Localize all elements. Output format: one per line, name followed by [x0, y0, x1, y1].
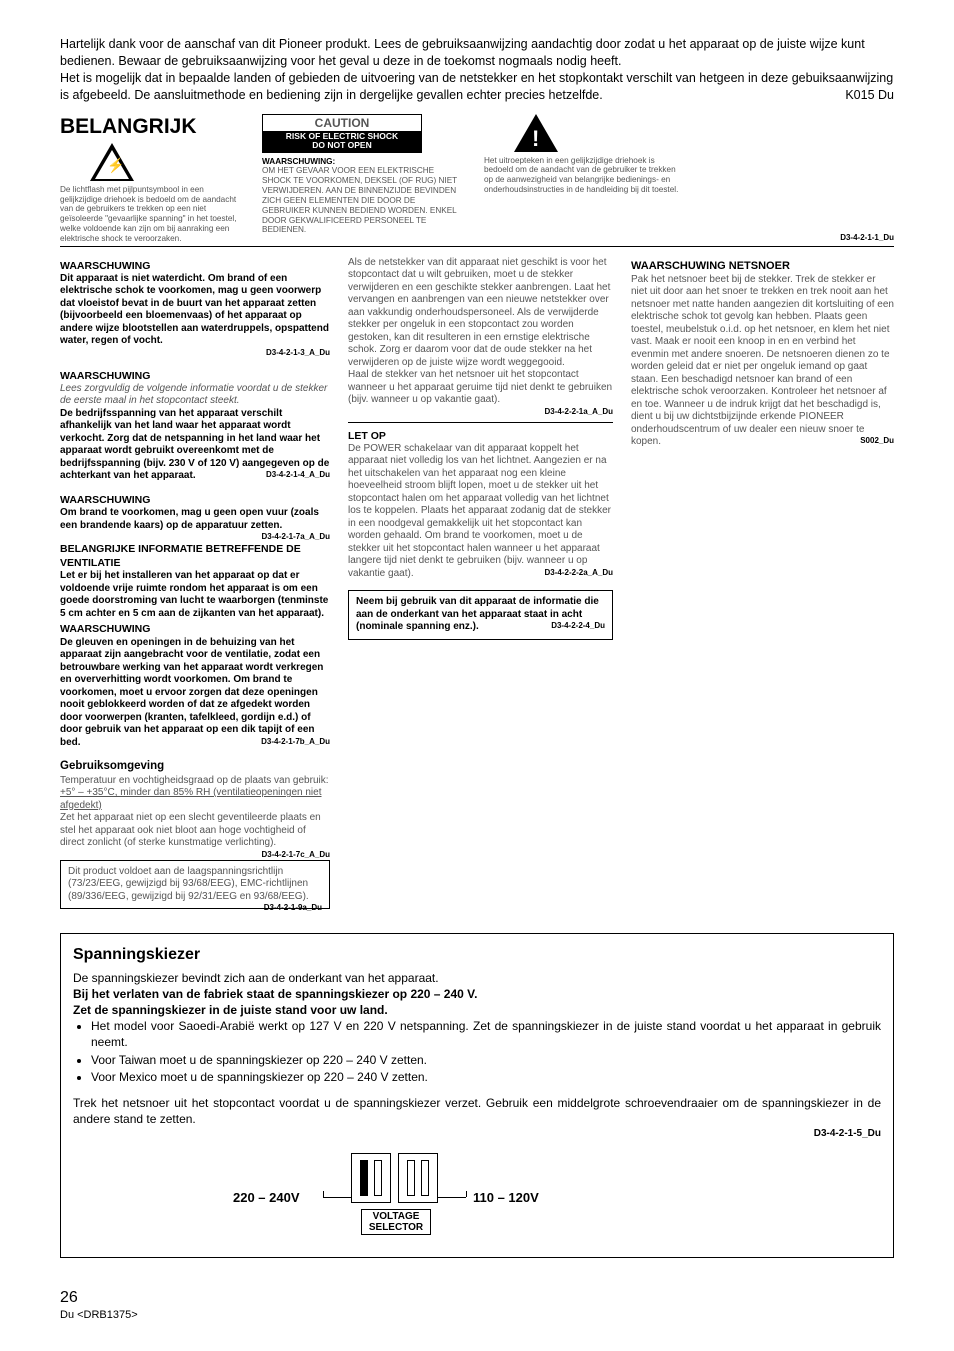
span-p3: Zet de spanningskiezer in de juiste stan… [73, 1002, 881, 1018]
letop-section: LET OP De POWER schakelaar van dit appar… [348, 422, 613, 581]
caution-top: CAUTION [263, 115, 421, 131]
info-ref: D3-4-2-2-4_Du [551, 621, 605, 631]
top-col-1: BELANGRIJK ⚡ De lichtflash met pijlpunts… [60, 114, 240, 244]
w1-ref: D3-4-2-1-3_A_Du [60, 348, 330, 359]
page-number: 26 [60, 1287, 138, 1309]
drb-code: Du <DRB1375> [60, 1308, 138, 1323]
letop-title: LET OP [348, 429, 613, 443]
left-column: WAARSCHUWING Dit apparaat is niet waterd… [60, 257, 330, 913]
env-body3: Zet het apparaat niet op een slecht geve… [60, 812, 330, 850]
netsnoer-title: WAARSCHUWING NETSNOER [631, 259, 894, 274]
voltage-port-left [351, 1153, 391, 1203]
diagram-tick-right [466, 1191, 467, 1197]
letop-body: De POWER schakelaar van dit apparaat kop… [348, 443, 613, 581]
w3-ref: D3-4-2-1-7a_A_Du [262, 532, 330, 542]
intro-p2-ref: K015 Du [845, 87, 894, 104]
voltage-slot-right [374, 1160, 382, 1196]
span-p1: De spanningskiezer bevindt zich aan de o… [73, 970, 881, 986]
top-col1-text: De lichtflash met pijlpuntsymbool in een… [60, 185, 240, 244]
top-col2-text: OM HET GEVAAR VOOR EEN ELEKTRISCHE SHOCK… [262, 166, 462, 235]
span-li3: Voor Mexico moet u de spanningskiezer op… [91, 1069, 881, 1085]
diagram-line-left [323, 1197, 351, 1198]
w3-body: Om brand te voorkomen, mag u geen open v… [60, 507, 330, 532]
caution-mid2: DO NOT OPEN [312, 140, 372, 150]
voltage-label-right: 110 – 120V [473, 1189, 539, 1207]
w3-title: WAARSCHUWING [60, 493, 330, 507]
vent-body1: Let er bij het installeren van het appar… [60, 570, 330, 620]
span-p2: Bij het verlaten van de fabriek staat de… [73, 986, 881, 1002]
span-ref: D3-4-2-1-5_Du [73, 1127, 881, 1141]
w2-title: WAARSCHUWING [60, 369, 330, 383]
voltage-label-left: 220 – 240V [233, 1189, 300, 1207]
caution-box: CAUTION RISK OF ELECTRIC SHOCK DO NOT OP… [262, 114, 422, 153]
right-column: WAARSCHUWING NETSNOER Pak het netsnoer b… [631, 257, 894, 913]
netsnoer-body: Pak het netsnoer beet bij de stekker. Tr… [631, 274, 894, 449]
exclamation-triangle-icon [514, 114, 558, 152]
vent-body2-text: De gleuven en openingen in de behuizing … [60, 637, 323, 748]
w2-body: De bedrijfsspanning van het apparaat ver… [60, 408, 330, 483]
env-title: Gebruiksomgeving [60, 759, 330, 775]
vent-title: BELANGRIJKE INFORMATIE BETREFFENDE DE VE… [60, 542, 330, 570]
middle-column: Als de netstekker van dit apparaat niet … [348, 257, 613, 913]
vent-body2: De gleuven en openingen in de behuizing … [60, 637, 330, 750]
env-ref: D3-4-2-1-7c_A_Du [262, 850, 330, 860]
w1-body: Dit apparaat is niet waterdicht. Om bran… [60, 273, 330, 348]
env-body2: +5° – +35°C, minder dan 85% RH (ventilat… [60, 787, 330, 812]
w1-title: WAARSCHUWING [60, 259, 330, 273]
main-columns: WAARSCHUWING Dit apparaat is niet waterd… [60, 257, 894, 913]
w2-ref: D3-4-2-1-4_A_Du [266, 470, 330, 480]
voltage-port-right [398, 1153, 438, 1203]
span-li2: Voor Taiwan moet u de spanningskiezer op… [91, 1052, 881, 1068]
intro-block: Hartelijk dank voor de aanschaf van dit … [60, 36, 894, 104]
spanningskiezer-box: Spanningskiezer De spanningskiezer bevin… [60, 933, 894, 1258]
vent-w-title: WAARSCHUWING [60, 622, 330, 636]
plug-body: Als de netstekker van dit apparaat niet … [348, 257, 613, 370]
intro-p1: Hartelijk dank voor de aanschaf van dit … [60, 36, 894, 70]
w2-body-text: De bedrijfsspanning van het apparaat ver… [60, 408, 329, 482]
voltage-sel1: VOLTAGE [373, 1211, 420, 1222]
lvd-box-text: Dit product voldoet aan de laagspannings… [68, 866, 309, 902]
top-col-2: CAUTION RISK OF ELECTRIC SHOCK DO NOT OP… [262, 114, 462, 236]
info-box: Neem bij gebruik van dit apparaat de inf… [348, 590, 613, 640]
netsnoer-ref: S002_Du [860, 436, 894, 446]
voltage-slot-right2 [421, 1160, 429, 1196]
w2-lead: Lees zorgvuldig de volgende informatie v… [60, 383, 330, 408]
lvd-box: Dit product voldoet aan de laagspannings… [60, 860, 330, 910]
letop-ref: D3-4-2-2-2a_A_Du [545, 568, 613, 578]
diagram-line-right [438, 1197, 466, 1198]
plug-body2: Haal de stekker van het netsnoer uit het… [348, 369, 613, 407]
spanningskiezer-title: Spanningskiezer [73, 944, 881, 966]
w3-body-text: Om brand te voorkomen, mag u geen open v… [60, 507, 319, 531]
belangrijk-header-row: BELANGRIJK ⚡ De lichtflash met pijlpunts… [60, 114, 894, 247]
diagram-tick-left [323, 1191, 324, 1197]
voltage-selector-label: VOLTAGE SELECTOR [361, 1209, 431, 1235]
env-body3-text: Zet het apparaat niet op een slecht geve… [60, 812, 321, 848]
top-col3-text: Het uitroepteken in een gelijkzijdige dr… [484, 156, 684, 195]
intro-p2-text: Het is mogelijk dat in bepaalde landen o… [60, 71, 893, 102]
voltage-slot-left [360, 1160, 368, 1196]
voltage-slot-left2 [407, 1160, 415, 1196]
caution-mid: RISK OF ELECTRIC SHOCK DO NOT OPEN [263, 131, 421, 152]
span-list: Het model voor Saoedi-Arabië werkt op 12… [73, 1018, 881, 1085]
voltage-sel2: SELECTOR [369, 1222, 423, 1233]
plug-ref: D3-4-2-2-1a_A_Du [348, 407, 613, 418]
letop-body-text: De POWER schakelaar van dit apparaat kop… [348, 443, 611, 579]
top-ref: D3-4-2-1-1_Du [840, 233, 894, 244]
lvd-ref: D3-4-2-1-9a_Du [264, 903, 322, 913]
span-p4: Trek het netsnoer uit het stopcontact vo… [73, 1095, 881, 1127]
belangrijk-title: BELANGRIJK [60, 114, 240, 139]
top-col-3: Het uitroepteken in een gelijkzijdige dr… [484, 114, 684, 195]
netsnoer-body-text: Pak het netsnoer beet bij de stekker. Tr… [631, 274, 894, 448]
intro-p2: Het is mogelijk dat in bepaalde landen o… [60, 70, 894, 104]
env-body1: Temperatuur en vochtigheidsgraad op de p… [60, 775, 330, 788]
vent-ref: D3-4-2-1-7b_A_Du [261, 737, 330, 747]
span-li1: Het model voor Saoedi-Arabië werkt op 12… [91, 1018, 881, 1050]
voltage-selector-diagram: 220 – 240V 110 – 120V VOLTAGE SELECTOR [213, 1151, 881, 1247]
page-footer: 26 Du <DRB1375> [60, 1287, 138, 1323]
lightning-triangle-icon: ⚡ [90, 143, 134, 181]
top-col2-title: WAARSCHUWING: [262, 157, 462, 167]
